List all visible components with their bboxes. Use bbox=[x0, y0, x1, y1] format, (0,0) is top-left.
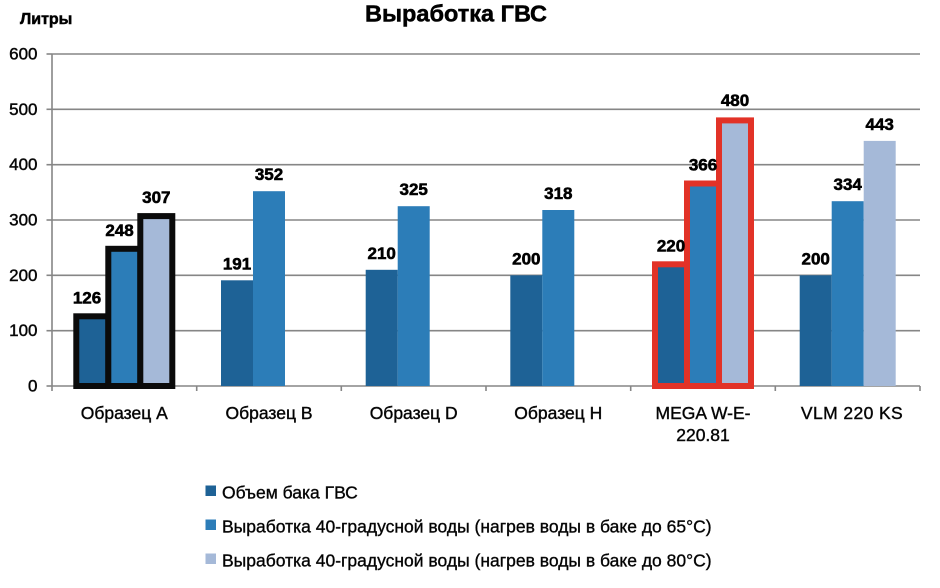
svg-text:600: 600 bbox=[9, 45, 37, 64]
svg-text:Выработка ГВС: Выработка ГВС bbox=[365, 1, 547, 27]
svg-text:0: 0 bbox=[28, 377, 37, 396]
svg-text:Образец H: Образец H bbox=[514, 403, 602, 423]
svg-text:300: 300 bbox=[9, 211, 37, 230]
svg-text:210: 210 bbox=[368, 244, 396, 263]
svg-text:334: 334 bbox=[834, 175, 863, 194]
svg-text:Выработка 40-градусной воды (н: Выработка 40-градусной воды (нагрев воды… bbox=[222, 517, 712, 537]
svg-text:480: 480 bbox=[721, 91, 749, 110]
svg-text:307: 307 bbox=[142, 188, 170, 207]
svg-text:200: 200 bbox=[512, 249, 540, 268]
svg-text:220.81: 220.81 bbox=[676, 425, 730, 445]
svg-text:MEGA W-E-: MEGA W-E- bbox=[656, 403, 751, 423]
svg-text:Образец B: Образец B bbox=[225, 403, 312, 423]
svg-text:352: 352 bbox=[255, 165, 283, 184]
svg-text:Выработка 40-градусной воды (н: Выработка 40-градусной воды (нагрев воды… bbox=[222, 551, 712, 571]
svg-text:443: 443 bbox=[866, 115, 894, 134]
svg-text:325: 325 bbox=[400, 180, 428, 199]
svg-text:248: 248 bbox=[105, 221, 133, 240]
svg-text:200: 200 bbox=[802, 249, 830, 268]
svg-text:126: 126 bbox=[73, 288, 101, 307]
svg-text:200: 200 bbox=[9, 266, 37, 285]
svg-text:191: 191 bbox=[223, 254, 251, 273]
svg-text:Образец A: Образец A bbox=[81, 403, 168, 423]
svg-text:220: 220 bbox=[657, 236, 685, 255]
svg-text:Образец D: Образец D bbox=[370, 403, 458, 423]
svg-text:318: 318 bbox=[544, 184, 572, 203]
svg-text:Объем бака ГВС: Объем бака ГВС bbox=[222, 483, 358, 503]
svg-text:366: 366 bbox=[689, 156, 717, 175]
svg-text:100: 100 bbox=[9, 321, 37, 340]
svg-text:400: 400 bbox=[9, 155, 37, 174]
svg-text:VLM 220 KS: VLM 220 KS bbox=[801, 403, 903, 423]
svg-text:500: 500 bbox=[9, 100, 37, 119]
svg-text:Литры: Литры bbox=[20, 11, 72, 28]
